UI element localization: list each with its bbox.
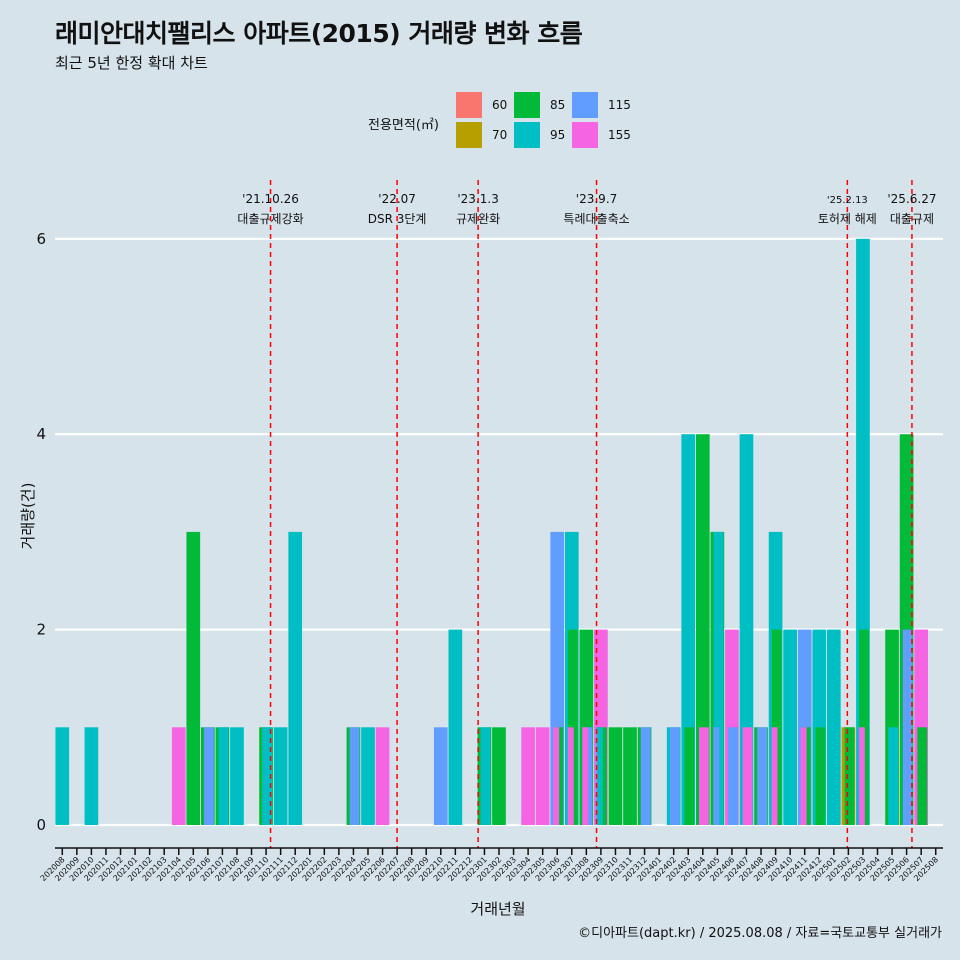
- event-desc-label: 규제완화: [456, 212, 500, 226]
- bar-202402-115: [669, 727, 680, 825]
- x-axis: 2020082020092020102020112020122021012021…: [39, 847, 943, 883]
- legend-swatch-60: [456, 92, 482, 118]
- bar-202502-85: [844, 727, 855, 825]
- event-date-label: '22.07: [378, 192, 416, 206]
- legend: 전용면적(㎡) 60 70 85 95 115 155: [368, 92, 648, 152]
- bar-202206-155: [375, 727, 390, 825]
- bar-202305-155: [535, 727, 550, 825]
- chart-subtitle: 최근 5년 한정 확대 차트: [55, 54, 208, 72]
- bar-202205-95: [361, 727, 375, 825]
- bar-202010-95: [84, 727, 99, 825]
- y-axis-title: 거래량(건): [19, 483, 37, 550]
- legend-swatch-95: [514, 122, 540, 148]
- legend-label-155: 155: [608, 128, 631, 142]
- bar-202309-95: [596, 727, 603, 825]
- legend-label-60: 60: [492, 98, 508, 112]
- bar-202107-95: [218, 727, 229, 825]
- legend-swatch-70: [456, 122, 482, 148]
- event-date-label: '25.6.27: [887, 192, 936, 206]
- bar-202404-155: [698, 727, 709, 825]
- bar-202406-115: [728, 727, 738, 825]
- event-desc-label: 대출규제: [890, 212, 934, 226]
- bar-202403-85: [684, 727, 695, 825]
- bar-202410-95: [783, 629, 797, 825]
- bar-202307-155: [567, 727, 574, 825]
- bar-202407-155: [742, 727, 753, 825]
- x-axis-title: 거래년월: [470, 900, 525, 918]
- bar-202405-95: [713, 531, 724, 825]
- legend-label-115: 115: [608, 98, 631, 112]
- bar-202306-155: [553, 727, 560, 825]
- bar-202312-115: [640, 727, 651, 825]
- bar-202505-95: [888, 727, 899, 825]
- bar-202210-115: [433, 727, 448, 825]
- bar-202110-95: [262, 727, 273, 825]
- bar-202405-115: [713, 727, 720, 825]
- bar-202506-115: [902, 629, 913, 825]
- bar-202111-95: [273, 727, 288, 825]
- legend-label-85: 85: [550, 98, 566, 112]
- legend-label-70: 70: [492, 128, 508, 142]
- bar-202105-85: [186, 531, 201, 825]
- y-tick-label: 0: [36, 816, 46, 834]
- bar-202409-155: [771, 727, 778, 825]
- legend-swatch-85: [514, 92, 540, 118]
- bar-202304-155: [521, 727, 535, 825]
- y-tick-label: 6: [36, 230, 46, 248]
- source-caption: ©디아파트(dapt.kr) / 2025.08.08 / 자료=국토교통부 실…: [578, 926, 942, 941]
- y-tick-label: 2: [36, 621, 46, 639]
- bar-202311-85: [623, 727, 637, 825]
- bar-202308-155: [582, 727, 589, 825]
- event-date-label: '23.1.3: [457, 192, 498, 206]
- bar-202211-95: [448, 629, 463, 825]
- y-axis-ticks: 0 2 4 6: [36, 230, 46, 834]
- bar-202310-85: [608, 727, 623, 825]
- chart-title: 래미안대치팰리스 아파트(2015) 거래량 변화 흐름: [55, 19, 583, 48]
- legend-swatch-155: [572, 122, 598, 148]
- event-desc-label: 대출규제강화: [237, 212, 303, 226]
- event-desc-label: 특례대출축소: [563, 212, 629, 226]
- event-desc-label: DSR 3단계: [368, 212, 427, 226]
- bar-202507-85: [917, 727, 928, 825]
- bar-202204-115: [349, 727, 360, 825]
- bar-202503-155: [858, 727, 865, 825]
- bar-202411-155: [800, 727, 807, 825]
- bar-202408-115: [757, 727, 768, 825]
- bar-202104-155: [171, 727, 186, 825]
- bar-202112-95: [288, 531, 303, 825]
- bar-202008-95: [55, 727, 70, 825]
- event-desc-label: 토허제 해제: [818, 212, 877, 226]
- event-date-label: '25.2.13: [827, 195, 868, 206]
- legend-label-95: 95: [550, 128, 566, 142]
- legend-swatch-115: [572, 92, 598, 118]
- event-date-label: '21.10.26: [242, 192, 299, 206]
- bar-202302-85: [492, 727, 506, 825]
- y-tick-label: 4: [36, 425, 46, 443]
- bar-202106-115: [204, 727, 214, 825]
- bar-202108-95: [230, 727, 244, 825]
- bar-202301-95: [480, 727, 491, 825]
- bars-layer: [55, 238, 929, 826]
- legend-title: 전용면적(㎡): [368, 118, 439, 133]
- event-lines: '21.10.26 대출규제강화 '22.07 DSR 3단계 '23.1.3 규제완화 '…: [237, 180, 936, 848]
- bar-202412-85: [815, 727, 826, 825]
- event-date-label: '23.9.7: [576, 192, 617, 206]
- bar-202501-95: [826, 629, 841, 825]
